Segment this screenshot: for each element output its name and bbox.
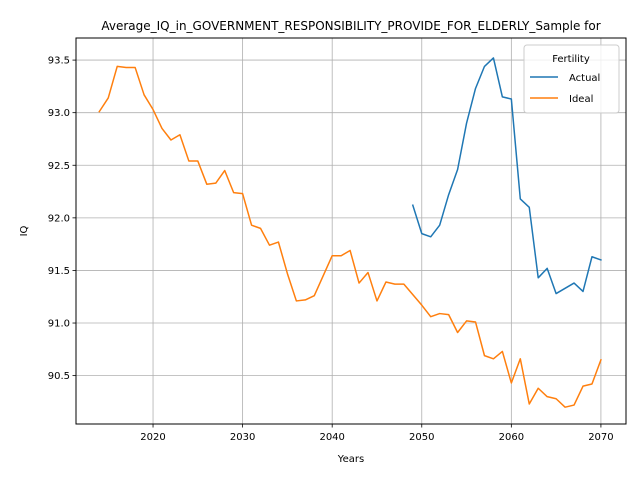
series-line-actual — [411, 57, 602, 295]
x-axis-label: Years — [337, 454, 364, 465]
y-tick-label: 92.5 — [48, 161, 70, 172]
y-tick-label: 91.0 — [48, 319, 70, 330]
y-tick-label: 91.5 — [48, 266, 70, 277]
x-tick-label: 2020 — [140, 432, 165, 443]
legend: Fertility Actual Ideal — [523, 44, 620, 114]
legend-title: Fertility — [552, 54, 590, 65]
legend-box — [523, 44, 620, 114]
legend-label-ideal: Ideal — [569, 94, 593, 105]
x-tick-label: 2070 — [588, 432, 613, 443]
series-line-ideal — [98, 65, 602, 408]
y-axis-label: IQ — [19, 225, 30, 236]
x-tick-label: 2030 — [230, 432, 255, 443]
y-tick-label: 92.0 — [48, 213, 70, 224]
x-tick-label: 2040 — [319, 432, 344, 443]
x-tick-label: 2060 — [499, 432, 524, 443]
chart-title: Average_IQ_in_GOVERNMENT_RESPONSIBILITY_… — [101, 19, 600, 33]
y-tick-label: 93.0 — [48, 108, 70, 119]
series-lines — [98, 57, 602, 408]
plot-frame — [75, 37, 627, 425]
axis-ticks: 2020 2030 2040 2050 2060 2070 90.5 91.0 91.5 92.0… — [48, 56, 614, 443]
y-tick-label: 90.5 — [48, 371, 70, 382]
legend-label-actual: Actual — [569, 73, 600, 84]
x-tick-label: 2050 — [409, 432, 434, 443]
y-tick-label: 93.5 — [48, 56, 70, 67]
